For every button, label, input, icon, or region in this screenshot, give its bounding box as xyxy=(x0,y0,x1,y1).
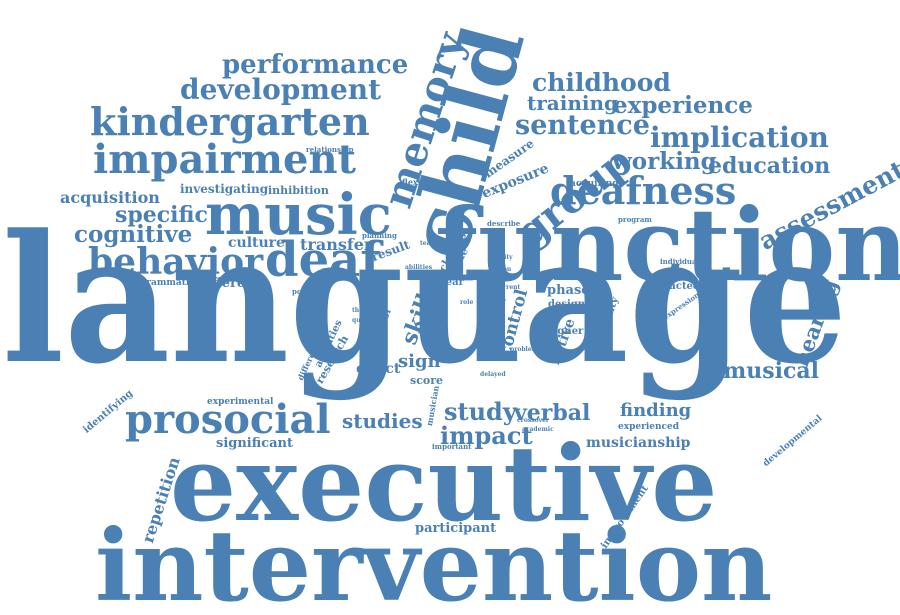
word-experienced: experienced xyxy=(618,423,679,432)
word-current: current xyxy=(495,285,520,291)
word-different: different xyxy=(197,277,261,290)
word-phase: phase xyxy=(547,284,590,297)
word-specific: specific xyxy=(115,204,208,226)
word-several: several xyxy=(360,340,384,346)
word-investigating: investigating xyxy=(180,183,268,195)
word-culture: culture xyxy=(228,236,285,250)
word-effect: effect xyxy=(356,362,400,376)
word-role: role xyxy=(460,300,473,306)
word-acquiring: acquiring xyxy=(570,180,619,189)
word-finding: finding xyxy=(620,402,691,420)
word-experimental: experimental xyxy=(207,398,273,407)
word-planning: planning xyxy=(362,232,397,239)
word-developmental: developmental xyxy=(762,415,824,469)
word-sign: sign xyxy=(398,353,441,371)
word-development: development xyxy=(180,76,381,104)
word-delayed: delayed xyxy=(480,372,506,378)
word-participant: participant xyxy=(415,522,496,535)
word-teacher: teacher xyxy=(420,241,445,247)
word-training: training xyxy=(527,93,618,113)
word-flexibility: flexibility xyxy=(402,178,444,186)
word-abilities: abilities xyxy=(405,265,432,271)
word-weekly: weekly xyxy=(488,275,511,281)
word-individual: individual xyxy=(660,258,699,265)
word-studies: studies xyxy=(342,411,423,431)
word-grammatical: grammatical xyxy=(140,279,204,288)
word-score: score xyxy=(410,375,443,386)
word-quality: quality xyxy=(352,318,375,324)
word-london: london xyxy=(488,267,511,273)
word-theory: theory xyxy=(352,308,374,314)
word-design: design xyxy=(548,300,585,310)
word-impacted: impacted xyxy=(648,282,700,292)
word-significant: significant xyxy=(216,437,293,450)
word-problem: problem xyxy=(510,347,538,353)
word-year: year xyxy=(440,278,464,288)
word-important: important xyxy=(432,443,471,450)
word-describe: describe xyxy=(487,220,520,227)
word-working: working xyxy=(612,150,717,173)
word-academic: academic xyxy=(522,427,554,433)
word-program: program xyxy=(618,216,652,223)
word-inhibition: inhibition xyxy=(268,185,329,196)
word-performance: performance xyxy=(222,52,408,78)
word-study: study xyxy=(444,400,517,424)
word-musicianship: musicianship xyxy=(586,436,690,450)
word-acquisition: acquisition xyxy=(60,190,160,206)
word-crossover: crossover xyxy=(517,418,549,424)
word-social: social xyxy=(362,300,381,306)
word-relationship: relationship xyxy=(306,146,354,153)
word-kindergarten: kindergarten xyxy=(90,103,370,141)
word-activity: activity xyxy=(488,255,513,261)
word-education: education xyxy=(708,155,830,177)
word-experience: experience xyxy=(613,94,753,117)
